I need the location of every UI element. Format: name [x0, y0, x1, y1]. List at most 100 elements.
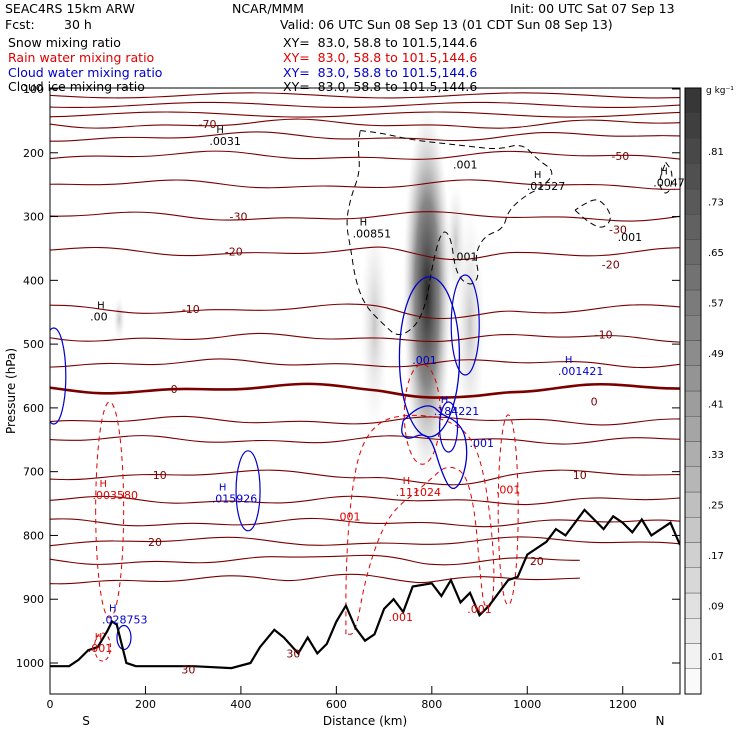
- colorbar-cell: [684, 239, 702, 265]
- colorbar-tick-label: .01: [708, 652, 724, 663]
- legend-cloud-water-label: Cloud water mixing ratio: [8, 65, 163, 80]
- colorbar-cell: [684, 668, 702, 695]
- isotherm-line: [50, 573, 580, 585]
- rain-contour-label: .001: [389, 611, 414, 624]
- isotherm-line: [50, 554, 580, 566]
- colorbar-cell: [684, 113, 702, 139]
- isotherm-label: -70: [199, 118, 217, 131]
- colorbar-tick-label: .09: [708, 602, 724, 613]
- colorbar-cell: [684, 365, 702, 392]
- y-tick-label: 900: [23, 593, 44, 606]
- legend-cloud-ice-xy: XY= 83.0, 58.8 to 101.5,144.6: [283, 79, 478, 94]
- y-tick-label: 400: [23, 274, 44, 287]
- org-name: NCAR/MMM: [232, 1, 304, 16]
- rain-contour: [345, 414, 495, 635]
- rain-max-h: H: [403, 476, 411, 487]
- y-tick-label: 800: [23, 529, 44, 542]
- snow-contour-label: .001: [618, 231, 643, 244]
- y-axis-label: Pressure (hPa): [4, 348, 18, 434]
- colorbar-cell: [684, 416, 702, 442]
- legend-cloud-ice-label: Cloud ice mixing ratio: [8, 79, 145, 94]
- cloud-water-contour: [235, 450, 261, 532]
- colorbar-cell: [684, 542, 702, 568]
- forecast-hours: 30 h: [64, 17, 92, 32]
- rain-max-h: H: [100, 479, 108, 490]
- colorbar-cell: [684, 214, 702, 240]
- colorbar-tick-label: .73: [708, 198, 724, 209]
- colorbar-cell: [684, 264, 702, 291]
- isotherm-label: 0: [171, 383, 178, 396]
- cloud-water-max-h: H: [441, 395, 449, 406]
- colorbar-cell: [684, 188, 702, 215]
- y-tick-label: 100: [23, 83, 44, 96]
- colorbar-cell: [684, 163, 702, 190]
- x-tick-label: 1200: [609, 698, 637, 711]
- cloud-water-max-value: .028753: [102, 614, 148, 627]
- isotherm-line: [50, 469, 680, 486]
- snow-max-h: H: [660, 167, 668, 178]
- isotherm-line: [50, 101, 680, 109]
- cloud-ice-shading-upper: [445, 182, 466, 303]
- rain-max-value: .111024: [396, 486, 442, 499]
- isotherm-label: -20: [225, 246, 243, 259]
- cloud-water-contour: [116, 624, 132, 651]
- x-tick-label: 200: [135, 698, 156, 711]
- isotherm-line: [50, 131, 680, 142]
- isotherm-label: 10: [153, 469, 167, 482]
- x-tick-label: 1000: [513, 698, 541, 711]
- colorbar-tick-label: .57: [708, 299, 724, 310]
- cloud-water-max-h: H: [565, 355, 573, 366]
- rain-contour: [497, 414, 519, 606]
- y-tick-label: 600: [23, 402, 44, 415]
- legend-snow-label: Snow mixing ratio: [8, 35, 121, 50]
- terrain-line: [50, 508, 680, 670]
- snow-max-h: H: [97, 301, 105, 312]
- cloud-ice-shading-left: [360, 214, 389, 435]
- colorbar-cell: [684, 315, 702, 341]
- cloud-water-contour: [50, 327, 67, 425]
- isotherm-line: [50, 211, 680, 222]
- colorbar-tick-label: .33: [708, 450, 724, 461]
- x-tick-label: 0: [47, 698, 54, 711]
- colorbar-tick-label: .49: [708, 349, 724, 360]
- snow-contour-label: .001: [453, 251, 478, 264]
- init-time: Init: 00 UTC Sat 07 Sep 13: [510, 1, 675, 16]
- isotherm-line: [50, 92, 680, 99]
- colorbar-cell: [684, 517, 702, 543]
- cloud-water-max-value: .001: [412, 354, 437, 367]
- isotherm-line: [50, 435, 680, 445]
- cloud-ice-shading-small: [113, 296, 126, 341]
- valid-time: Valid: 06 UTC Sun 08 Sep 13 (01 CDT Sun …: [280, 17, 613, 32]
- snow-max-value: .0031: [209, 135, 241, 148]
- colorbar-cell: [684, 618, 702, 644]
- isotherm-label: 20: [530, 555, 544, 568]
- colorbar-tick-label: .81: [708, 147, 724, 158]
- isotherm-label: -10: [595, 329, 613, 342]
- x-tick-label: 400: [230, 698, 251, 711]
- isotherm-line: [50, 517, 680, 528]
- north-label: N: [656, 714, 665, 728]
- rain-contour-label: .001: [496, 484, 521, 497]
- colorbar-frame: [684, 87, 702, 695]
- cloud-water-contour: [450, 274, 480, 376]
- isotherm-label: -20: [602, 258, 620, 271]
- isotherm-line: [50, 382, 680, 399]
- cloud-water-max-value: .001421: [558, 365, 604, 378]
- snow-contour: [574, 199, 611, 228]
- legend-snow-xy: XY= 83.0, 58.8 to 101.5,144.6: [283, 35, 478, 50]
- plot-frame: [49, 87, 681, 695]
- y-tick-label: 1000: [16, 657, 44, 670]
- snow-contour: [346, 129, 553, 336]
- rain-contour-label: .001: [467, 603, 492, 616]
- colorbar-tick-label: .25: [708, 501, 724, 512]
- isotherm-label: 20: [148, 536, 162, 549]
- colorbar-unit: g kg⁻¹: [706, 86, 734, 96]
- colorbar-cell: [684, 567, 702, 594]
- colorbar-cell: [684, 340, 702, 366]
- isotherm-label: -30: [609, 223, 627, 236]
- snow-max-h: H: [360, 218, 368, 229]
- isotherm-line: [50, 495, 680, 506]
- isotherm-label: 10: [573, 469, 587, 482]
- rain-max-h: H: [95, 632, 103, 643]
